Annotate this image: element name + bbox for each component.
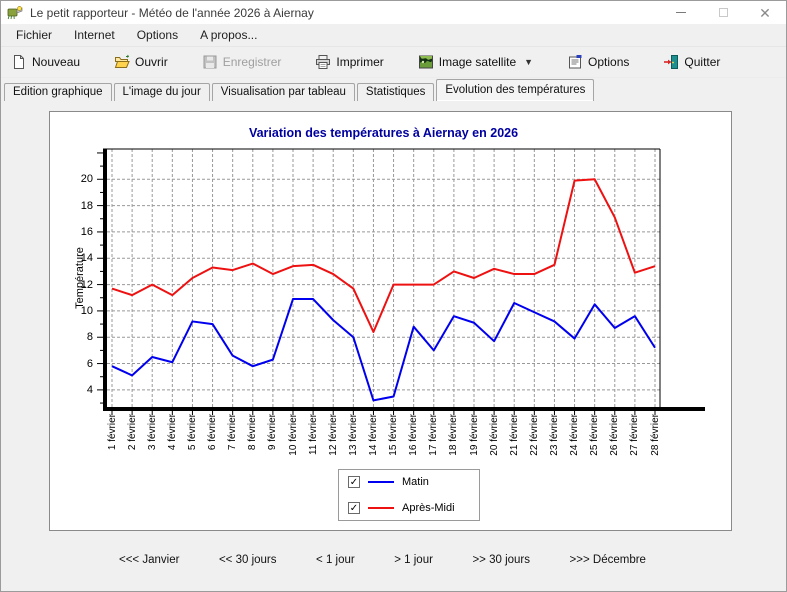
- x-axis-tick-label: 5 février: [186, 414, 198, 451]
- x-axis-tick-label: 16 février: [408, 414, 420, 456]
- apres-midi-checkbox[interactable]: ✓: [348, 502, 360, 514]
- open-folder-icon: [114, 54, 130, 68]
- x-axis-tick-label: 26 février: [609, 414, 621, 456]
- x-axis-tick-label: 19 février: [468, 414, 480, 456]
- menu-internet[interactable]: Internet: [74, 28, 115, 42]
- new-button[interactable]: Nouveau: [11, 54, 80, 70]
- x-axis-tick-label: 17 février: [428, 414, 440, 456]
- x-axis-tick-label: 1 février: [106, 414, 118, 451]
- x-axis-tick-label: 6 février: [207, 414, 219, 451]
- window-controls: ✕: [660, 1, 786, 24]
- new-document-icon: [14, 55, 24, 69]
- x-axis-tick-label: 4 février: [166, 414, 178, 451]
- apres-midi-line-swatch: [368, 507, 394, 509]
- y-axis-tick-label: 4: [86, 383, 93, 396]
- y-axis-tick-label: 12: [80, 278, 93, 291]
- y-axis-tick-label: 16: [80, 225, 93, 238]
- print-button[interactable]: Imprimer: [315, 54, 384, 70]
- menu-fichier[interactable]: Fichier: [16, 28, 53, 42]
- matin-label: Matin: [402, 476, 429, 488]
- y-axis-title: Température: [74, 247, 86, 309]
- tab-image-du-jour[interactable]: L'image du jour: [113, 83, 210, 101]
- x-axis-tick-label: 27 février: [629, 414, 641, 456]
- open-button[interactable]: Ouvrir: [114, 54, 168, 70]
- x-axis-tick-label: 13 février: [347, 414, 359, 456]
- title-bar: Le petit rapporteur - Météo de l'année 2…: [1, 1, 786, 24]
- window-title: Le petit rapporteur - Météo de l'année 2…: [30, 5, 314, 20]
- minimize-icon: [676, 12, 686, 13]
- x-axis-tick-label: 8 février: [247, 414, 259, 451]
- x-axis-tick-label: 9 février: [267, 414, 279, 451]
- options-button[interactable]: Options: [567, 54, 629, 70]
- save-icon: [203, 55, 217, 69]
- printer-icon: [316, 55, 331, 69]
- y-axis-tick-label: 14: [80, 252, 93, 265]
- nav-back-30-jours[interactable]: << 30 jours: [218, 554, 277, 566]
- minimize-button[interactable]: [660, 1, 702, 24]
- x-axis-tick-label: 25 février: [589, 414, 601, 456]
- quit-door-icon: [664, 55, 679, 69]
- satellite-image-icon: [418, 55, 433, 69]
- nav-janvier[interactable]: <<< Janvier: [119, 554, 180, 566]
- x-axis-tick-label: 15 février: [388, 414, 400, 456]
- chart-title: Variation des températures à Aiernay en …: [248, 126, 519, 140]
- quit-button[interactable]: Quitter: [663, 54, 720, 70]
- maximize-button[interactable]: [702, 1, 744, 24]
- satellite-image-button[interactable]: Image satellite ▼: [418, 54, 533, 70]
- tab-evolution-temperatures[interactable]: Evolution des températures: [436, 79, 595, 101]
- toolbar: Nouveau Ouvrir Enregistrer: [1, 47, 786, 78]
- matin-line-swatch: [368, 481, 394, 483]
- x-axis-tick-label: 18 février: [448, 414, 460, 456]
- save-button[interactable]: Enregistrer: [202, 54, 281, 70]
- x-axis-tick-label: 21 février: [508, 414, 520, 456]
- maximize-icon: [718, 8, 728, 17]
- legend-item-apres-midi: ✓ Après-Midi: [348, 502, 470, 514]
- x-axis-tick-label: 3 février: [146, 414, 158, 451]
- y-axis-tick-label: 8: [86, 331, 93, 344]
- y-axis-tick-label: 18: [80, 199, 93, 212]
- tab-statistiques[interactable]: Statistiques: [356, 83, 435, 101]
- x-axis-tick-label: 2 février: [126, 414, 138, 451]
- x-axis-tick-label: 14 février: [367, 414, 379, 456]
- x-axis-tick-label: 24 février: [569, 414, 581, 456]
- apres-midi-label: Après-Midi: [402, 502, 455, 514]
- y-axis-tick-label: 10: [80, 304, 93, 317]
- nav-forward-30-jours[interactable]: >> 30 jours: [472, 554, 531, 566]
- close-button[interactable]: ✕: [744, 1, 786, 24]
- chart-legend: ✓ Matin ✓ Après-Midi: [338, 469, 480, 521]
- tab-edition-graphique[interactable]: Edition graphique: [4, 83, 112, 101]
- legend-item-matin: ✓ Matin: [348, 476, 470, 488]
- x-axis-tick-label: 22 février: [528, 414, 540, 456]
- options-icon: [569, 55, 582, 69]
- menu-a-propos[interactable]: A propos...: [200, 28, 258, 42]
- tab-bar: Edition graphique L'image du jour Visual…: [1, 78, 786, 101]
- x-axis-tick-label: 28 février: [649, 414, 661, 456]
- y-axis-tick-label: 6: [86, 357, 93, 370]
- chart-panel: Variation des températures à Aiernay en …: [49, 111, 732, 531]
- menu-options[interactable]: Options: [136, 28, 179, 42]
- x-axis-tick-label: 20 février: [488, 414, 500, 456]
- y-axis-tick-label: 20: [80, 173, 93, 186]
- dropdown-caret-icon: ▼: [524, 57, 534, 67]
- menu-bar: Fichier Internet Options A propos...: [1, 24, 786, 47]
- x-axis-tick-label: 10 février: [287, 414, 299, 456]
- nav-decembre[interactable]: >>> Décembre: [569, 554, 646, 566]
- matin-checkbox[interactable]: ✓: [348, 476, 360, 488]
- tab-visualisation-tableau[interactable]: Visualisation par tableau: [211, 83, 355, 101]
- x-axis-tick-label: 12 février: [327, 414, 339, 456]
- x-axis-tick-label: 23 février: [548, 414, 560, 456]
- app-icon: [7, 6, 23, 20]
- nav-back-1-jour[interactable]: < 1 jour: [316, 554, 355, 566]
- x-axis-tick-label: 7 février: [227, 414, 239, 451]
- nav-forward-1-jour[interactable]: > 1 jour: [394, 554, 433, 566]
- close-icon: ✕: [759, 4, 771, 21]
- date-navigation: <<< Janvier << 30 jours < 1 jour > 1 jou…: [119, 554, 646, 566]
- x-axis-tick-label: 11 février: [307, 414, 319, 455]
